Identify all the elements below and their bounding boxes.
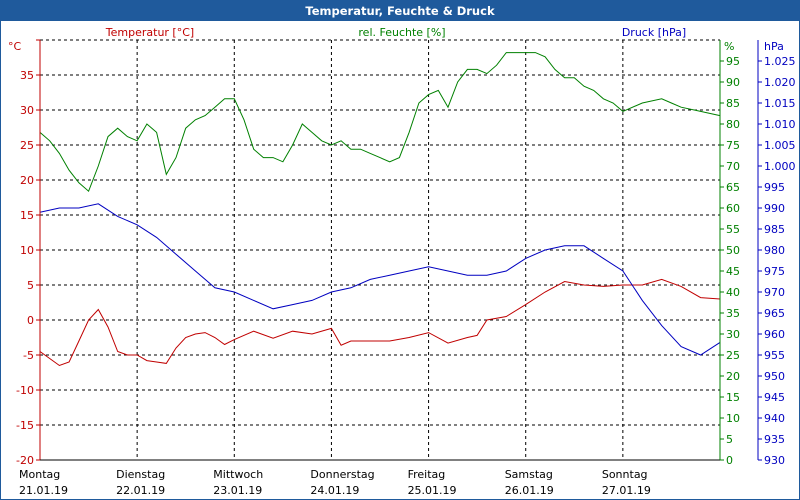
temperature-tick-label: 30 — [20, 104, 34, 117]
axes: 35302520151050-5-10-15-20959085807570656… — [16, 39, 796, 497]
temperature-axis-title: Temperatur [°C] — [105, 26, 194, 39]
pressure-tick-label: 945 — [764, 391, 785, 404]
x-tick-day-label: Freitag — [408, 468, 446, 481]
humidity-tick-label: 55 — [726, 223, 740, 236]
humidity-tick-label: 60 — [726, 202, 740, 215]
humidity-tick-label: 15 — [726, 391, 740, 404]
series-line-pressure — [39, 203, 721, 356]
humidity-axis-title: rel. Feuchte [%] — [358, 26, 445, 39]
x-tick-date-label: 27.01.19 — [602, 484, 651, 497]
temperature-tick-label: 35 — [20, 69, 34, 82]
temperature-tick-label: -10 — [16, 384, 34, 397]
humidity-tick-label: 25 — [726, 349, 740, 362]
humidity-tick-label: 35 — [726, 307, 740, 320]
window-title: Temperatur, Feuchte & Druck — [1, 1, 799, 21]
humidity-tick-label: 85 — [726, 97, 740, 110]
x-tick-date-label: 25.01.19 — [408, 484, 457, 497]
temperature-tick-label: 0 — [27, 314, 34, 327]
pressure-tick-label: 1.005 — [764, 139, 796, 152]
pressure-tick-label: 1.000 — [764, 160, 796, 173]
pressure-tick-label: 1.015 — [764, 97, 796, 110]
series-line-humidity — [39, 52, 721, 193]
pressure-tick-label: 990 — [764, 202, 785, 215]
x-tick-date-label: 26.01.19 — [505, 484, 554, 497]
pressure-tick-label: 970 — [764, 286, 785, 299]
humidity-tick-label: 70 — [726, 160, 740, 173]
humidity-tick-label: 80 — [726, 118, 740, 131]
x-tick-day-label: Samstag — [505, 468, 553, 481]
humidity-tick-label: 65 — [726, 181, 740, 194]
humidity-unit: % — [724, 40, 734, 53]
pressure-tick-label: 955 — [764, 349, 785, 362]
pressure-tick-label: 960 — [764, 328, 785, 341]
grid — [40, 39, 721, 460]
humidity-tick-label: 50 — [726, 244, 740, 257]
temperature-tick-label: -15 — [16, 419, 34, 432]
humidity-tick-label: 90 — [726, 76, 740, 89]
pressure-tick-label: 980 — [764, 244, 785, 257]
pressure-tick-label: 930 — [764, 454, 785, 467]
x-tick-date-label: 21.01.19 — [19, 484, 68, 497]
humidity-tick-label: 75 — [726, 139, 740, 152]
pressure-unit: hPa — [764, 40, 784, 53]
x-tick-date-label: 22.01.19 — [116, 484, 165, 497]
pressure-tick-label: 1.010 — [764, 118, 796, 131]
humidity-tick-label: 40 — [726, 286, 740, 299]
pressure-tick-label: 1.020 — [764, 76, 796, 89]
pressure-tick-label: 940 — [764, 412, 785, 425]
temperature-unit: °C — [8, 40, 22, 53]
temperature-tick-label: 5 — [27, 279, 34, 292]
pressure-tick-label: 985 — [764, 223, 785, 236]
humidity-tick-label: 0 — [726, 454, 733, 467]
temperature-tick-label: 10 — [20, 244, 34, 257]
humidity-tick-label: 45 — [726, 265, 740, 278]
x-tick-day-label: Sonntag — [602, 468, 648, 481]
x-tick-date-label: 24.01.19 — [310, 484, 359, 497]
x-tick-day-label: Mittwoch — [213, 468, 263, 481]
pressure-tick-label: 995 — [764, 181, 785, 194]
humidity-tick-label: 10 — [726, 412, 740, 425]
x-tick-date-label: 23.01.19 — [213, 484, 262, 497]
series-line-temperature — [39, 278, 721, 367]
humidity-tick-label: 30 — [726, 328, 740, 341]
series-lines — [39, 52, 721, 367]
temperature-tick-label: -20 — [16, 454, 34, 467]
pressure-axis-title: Druck [hPa] — [622, 26, 686, 39]
pressure-tick-label: 965 — [764, 307, 785, 320]
humidity-tick-label: 20 — [726, 370, 740, 383]
temperature-tick-label: 20 — [20, 174, 34, 187]
x-tick-day-label: Montag — [19, 468, 60, 481]
temperature-tick-label: -5 — [23, 349, 34, 362]
x-tick-day-label: Dienstag — [116, 468, 165, 481]
pressure-tick-label: 975 — [764, 265, 785, 278]
x-tick-day-label: Donnerstag — [310, 468, 374, 481]
pressure-tick-label: 950 — [764, 370, 785, 383]
humidity-tick-label: 5 — [726, 433, 733, 446]
temperature-tick-label: 15 — [20, 209, 34, 222]
pressure-tick-label: 1.025 — [764, 55, 796, 68]
temperature-tick-label: 25 — [20, 139, 34, 152]
pressure-tick-label: 935 — [764, 433, 785, 446]
humidity-tick-label: 95 — [726, 55, 740, 68]
